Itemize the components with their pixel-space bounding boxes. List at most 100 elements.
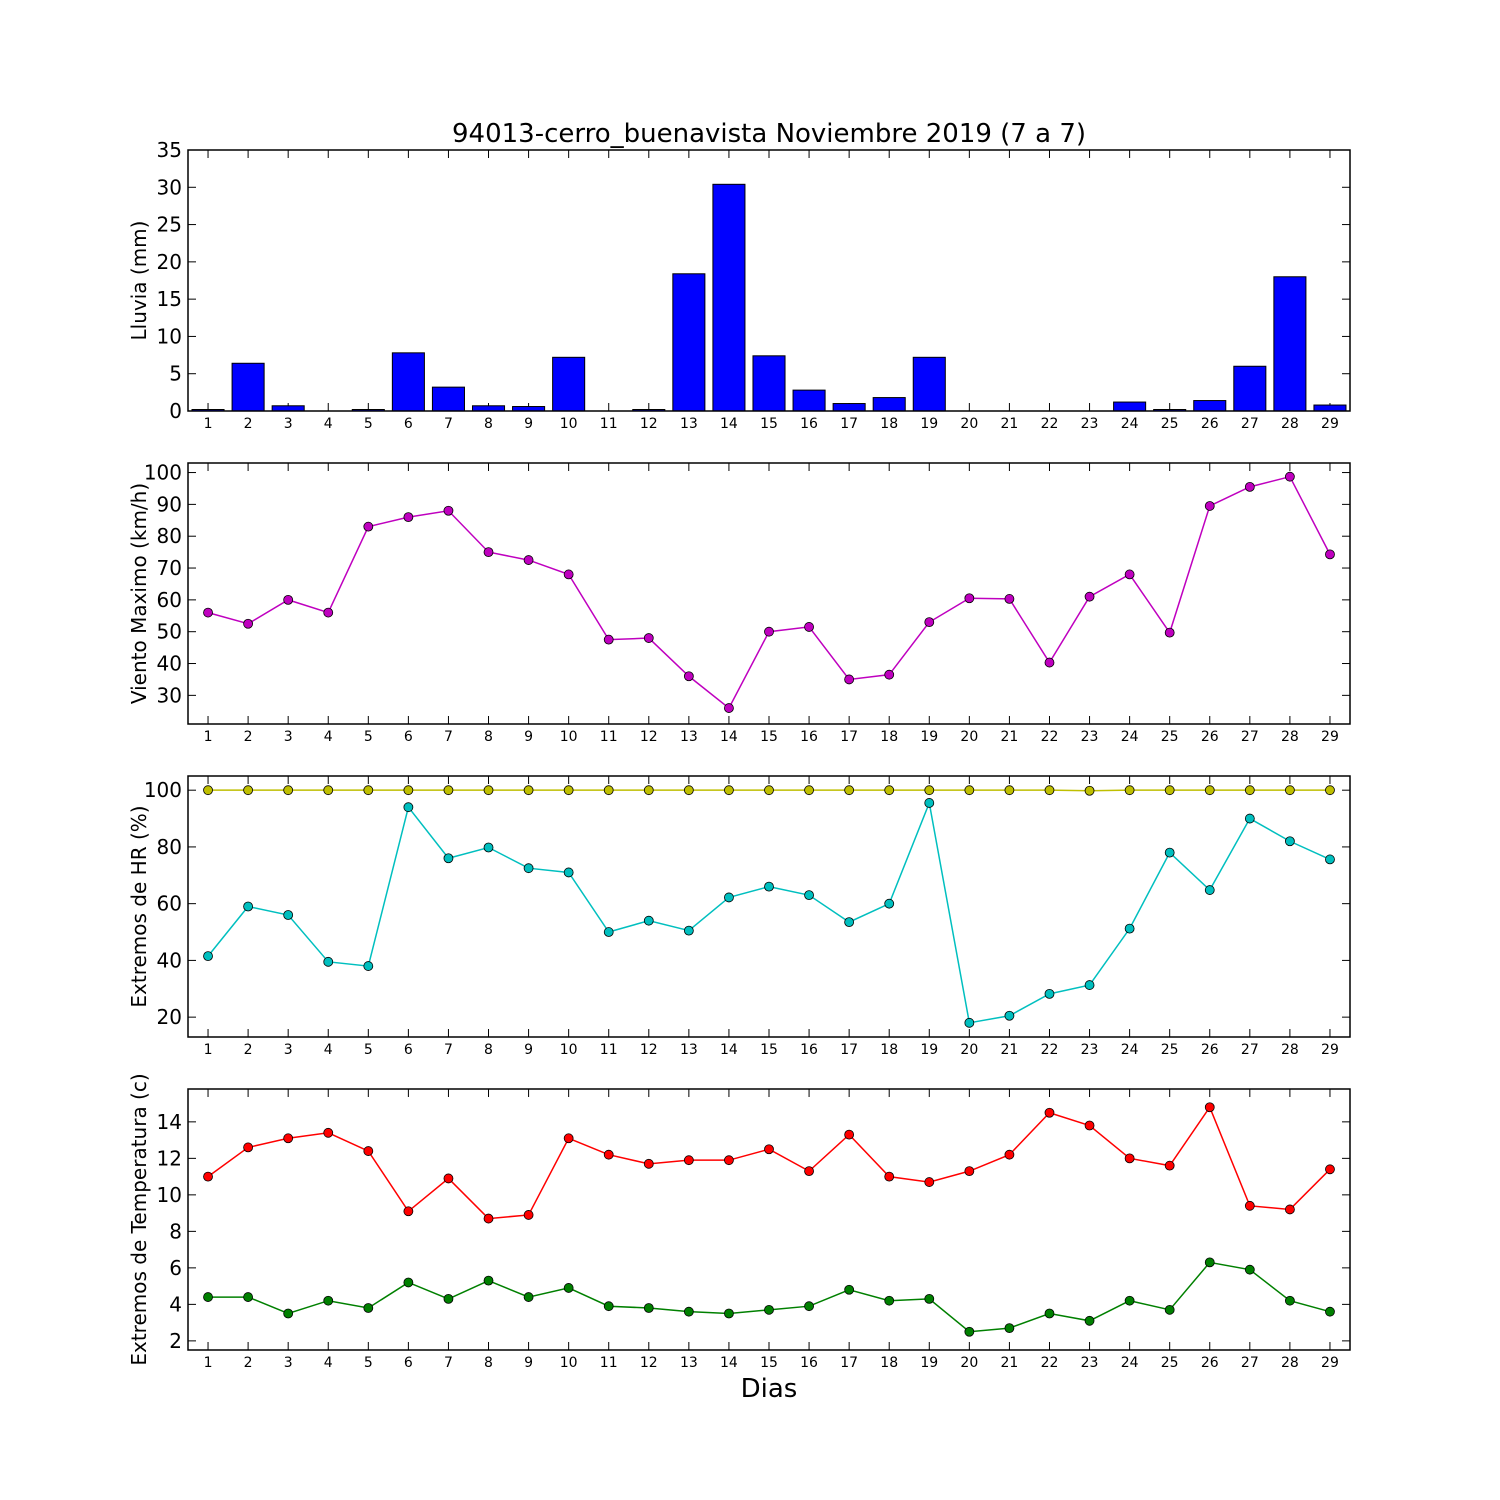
data-point xyxy=(884,669,895,680)
y-tick-label: 30 xyxy=(157,175,182,199)
x-tick-label: 1 xyxy=(204,1355,213,1371)
data-point xyxy=(964,1326,975,1337)
data-point xyxy=(1244,813,1255,824)
bar xyxy=(391,352,425,412)
data-point xyxy=(523,1210,534,1220)
data-point xyxy=(1004,1149,1015,1160)
x-tick-label: 24 xyxy=(1121,729,1139,745)
data-point xyxy=(724,785,734,796)
x-tick-label: 27 xyxy=(1241,1355,1259,1371)
data-point xyxy=(403,1277,414,1288)
data-point xyxy=(403,802,414,813)
data-point xyxy=(1164,1160,1175,1171)
data-point xyxy=(323,956,334,967)
x-tick-label: 16 xyxy=(800,416,818,432)
data-point xyxy=(844,1129,855,1140)
x-tick-label: 5 xyxy=(364,416,373,432)
data-point xyxy=(1204,785,1215,796)
x-tick-label: 2 xyxy=(244,1042,253,1058)
data-point xyxy=(243,901,254,912)
y-tick-label: 90 xyxy=(157,492,182,516)
bar xyxy=(552,356,586,412)
bar xyxy=(231,362,265,412)
x-tick-label: 13 xyxy=(680,416,698,432)
data-point xyxy=(563,867,574,878)
bar xyxy=(752,355,786,412)
x-tick-label: 15 xyxy=(760,416,778,432)
data-point xyxy=(1204,1257,1215,1268)
x-tick-label: 25 xyxy=(1161,416,1179,432)
y-tick-label: 60 xyxy=(157,588,182,612)
data-point xyxy=(443,1293,454,1304)
data-point xyxy=(1164,627,1175,638)
x-tick-label: 26 xyxy=(1201,729,1219,745)
x-tick-label: 7 xyxy=(444,416,453,432)
data-point xyxy=(1084,980,1095,990)
x-tick-label: 13 xyxy=(680,729,698,745)
data-point xyxy=(1244,1264,1255,1275)
chart-title: 94013-cerro_buenavista Noviembre 2019 (7… xyxy=(452,119,1086,149)
data-point xyxy=(1284,836,1295,847)
x-tick-label: 9 xyxy=(524,1355,533,1371)
data-point xyxy=(1004,1323,1015,1333)
x-tick-label: 19 xyxy=(920,1042,938,1058)
x-tick-label: 16 xyxy=(800,1355,818,1371)
data-point xyxy=(563,785,574,796)
data-point xyxy=(483,785,494,796)
data-point xyxy=(1124,1153,1135,1164)
x-tick-label: 27 xyxy=(1241,729,1259,745)
data-point xyxy=(844,1284,855,1295)
x-tick-label: 5 xyxy=(364,729,373,745)
data-point xyxy=(1325,854,1335,865)
x-tick-label: 12 xyxy=(640,1355,658,1371)
x-tick-label: 25 xyxy=(1161,729,1179,745)
x-tick-label: 22 xyxy=(1041,729,1059,745)
data-point xyxy=(523,555,534,565)
x-tick-label: 24 xyxy=(1121,416,1139,432)
data-point xyxy=(764,785,774,796)
y-tick-label: 100 xyxy=(144,461,182,485)
data-point xyxy=(483,1213,494,1224)
data-point xyxy=(924,1177,935,1187)
data-point xyxy=(1124,1295,1135,1306)
x-tick-label: 28 xyxy=(1281,729,1299,745)
x-tick-label: 18 xyxy=(880,1355,898,1371)
x-tick-label: 9 xyxy=(524,729,533,745)
data-point xyxy=(203,1292,213,1302)
x-tick-label: 26 xyxy=(1201,416,1219,432)
x-tick-label: 28 xyxy=(1281,1355,1299,1371)
y-tick-label: 5 xyxy=(169,362,182,386)
y-tick-label: 8 xyxy=(169,1219,182,1243)
data-point xyxy=(1084,591,1095,602)
data-point xyxy=(683,1155,694,1166)
x-tick-label: 19 xyxy=(920,416,938,432)
data-point xyxy=(1284,1204,1295,1215)
data-point xyxy=(563,1133,574,1144)
x-tick-label: 14 xyxy=(720,1042,738,1058)
x-tick-label: 7 xyxy=(444,1355,453,1371)
y-tick-label: 10 xyxy=(157,324,182,348)
data-point xyxy=(443,785,454,796)
y-axis-label: Extremos de HR (%) xyxy=(127,805,151,1007)
y-tick-label: 60 xyxy=(157,892,182,916)
data-point xyxy=(764,1144,774,1155)
x-tick-label: 16 xyxy=(800,729,818,745)
x-tick-label: 12 xyxy=(640,729,658,745)
x-tick-label: 2 xyxy=(244,416,253,432)
data-point xyxy=(203,607,213,618)
data-point xyxy=(363,1303,374,1313)
data-point xyxy=(643,785,654,796)
x-tick-label: 15 xyxy=(760,1355,778,1371)
x-tick-label: 12 xyxy=(640,1042,658,1058)
x-tick-label: 6 xyxy=(404,1042,413,1058)
x-tick-label: 11 xyxy=(600,1355,618,1371)
bar xyxy=(872,397,906,412)
y-tick-label: 15 xyxy=(157,287,182,311)
y-tick-label: 25 xyxy=(157,213,182,237)
x-tick-label: 6 xyxy=(404,729,413,745)
data-point xyxy=(844,917,855,928)
data-point xyxy=(683,925,694,936)
data-point xyxy=(323,1127,334,1138)
x-tick-label: 13 xyxy=(680,1042,698,1058)
